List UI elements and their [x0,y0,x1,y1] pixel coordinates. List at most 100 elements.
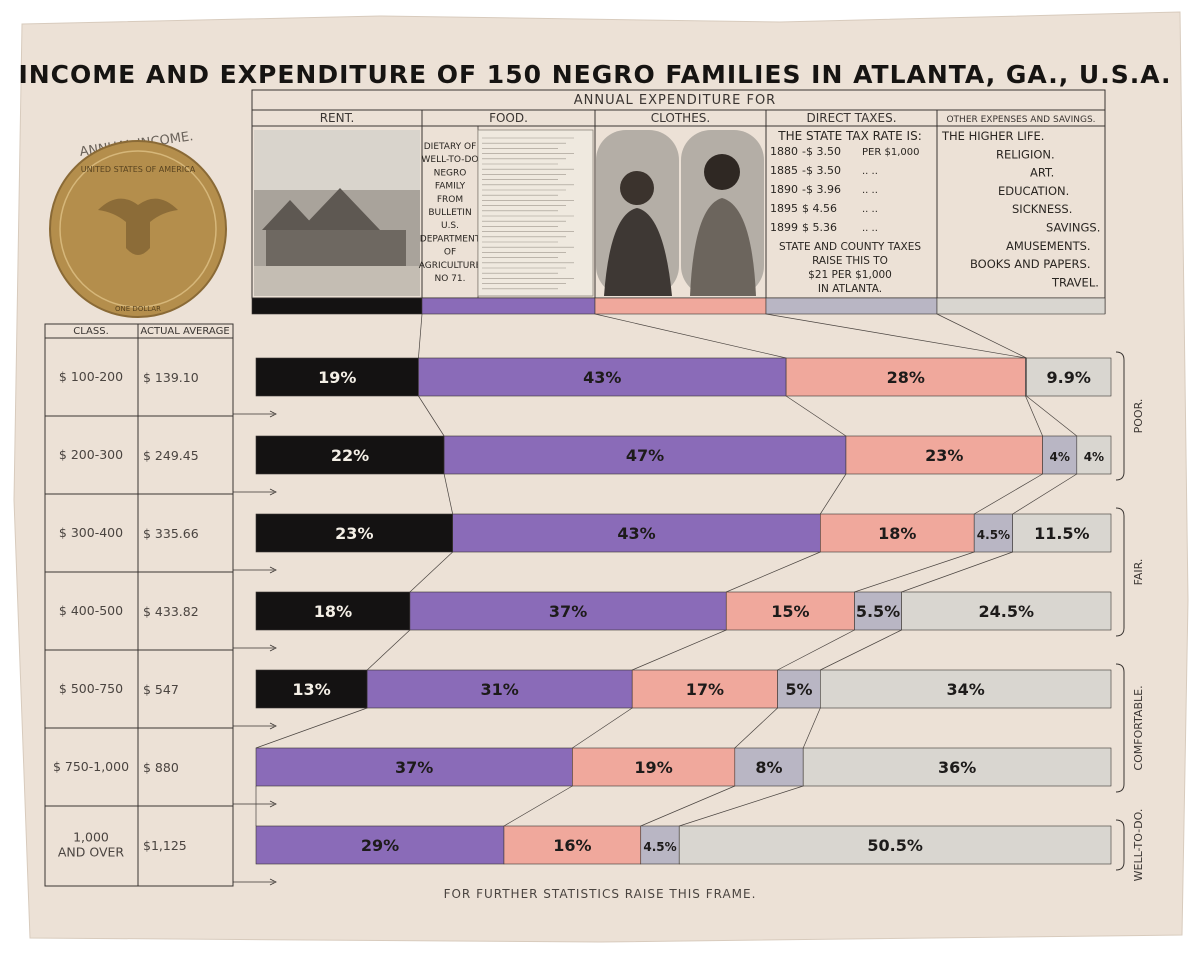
bar-segment [1042,435,1078,475]
connector [854,551,975,593]
bar-segment [631,669,778,709]
connector [726,551,821,593]
group-bracket [1115,819,1125,871]
tax-year: 1895 [770,202,798,215]
bar-segment [452,513,821,553]
bar-value-label: 36% [938,758,976,777]
legend-swatch-2 [594,297,767,315]
bar-value-label: 5% [785,680,812,699]
category-header-4: OTHER EXPENSES AND SAVINGS. [946,115,1095,125]
bar-segment [255,435,445,475]
legend-swatch-0 [251,297,423,315]
class-label: 1,000 [73,830,109,845]
connector [734,707,778,749]
group-bracket [1115,351,1125,481]
connector [974,473,1043,515]
bar-value-label: 5.5% [856,602,900,621]
tax-per: .. .. [862,166,878,177]
legend-swatch-4 [936,297,1106,315]
group-bracket [1115,507,1125,637]
bar-value-label: 8% [755,758,782,777]
connector [901,551,1013,593]
tax-per: .. .. [862,204,878,215]
tax-per: .. .. [862,185,878,196]
average-header: ACTUAL AVERAGE [140,326,229,337]
connector [1012,473,1077,515]
dietary-line: U.S. [441,221,459,231]
bar-segment [255,513,453,553]
bar-value-label: 4.5% [643,840,676,854]
arrow-icon [269,488,277,496]
bar-value-label: 29% [361,836,399,855]
bar-segment [777,669,821,709]
bar-value-label: 4% [1050,450,1070,464]
bar-segment [1076,435,1112,475]
dietary-line: AGRICULTURE [419,261,482,271]
connector [503,785,573,827]
bar-value-label: 37% [549,602,587,621]
average-value: $ 249.45 [143,448,199,463]
arrow-icon [269,800,277,808]
average-value: $ 139.10 [143,370,199,385]
expenditure-header-text: ANNUAL EXPENDITURE FOR [574,93,776,108]
tax-rate: -$ 3.50 [802,164,841,177]
connector [594,313,787,359]
bar-segment [819,669,1112,709]
bar-segment [819,513,975,553]
group-label: COMFORTABLE. [1132,685,1145,770]
tax-rate: -$ 3.96 [802,183,841,196]
bar-value-label: 18% [878,524,916,543]
bar-value-label: 47% [626,446,664,465]
footer-note: FOR FURTHER STATISTICS RAISE THIS FRAME. [444,887,757,901]
bar-value-label: 13% [292,680,330,699]
bar-value-label: 23% [925,446,963,465]
other-expense-item: EDUCATION. [998,184,1069,198]
expenditure-header: ANNUAL EXPENDITURE FOR RENT. FOOD. CLOTHES… [251,89,1106,315]
bar-segment [854,591,902,631]
connector [785,395,847,437]
connector [443,473,453,515]
other-expenses-panel: THE HIGHER LIFE. RELIGION. ART. EDUCATION. S… [941,129,1100,289]
bar-segment [725,591,855,631]
class-label: $ 500-750 [59,681,123,696]
other-expense-item: RELIGION. [996,147,1055,161]
group-label: POOR. [1132,399,1145,434]
bar-value-label: 22% [331,446,369,465]
bar-value-label: 19% [318,368,356,387]
bar-segment [901,591,1112,631]
average-value: $ 547 [143,682,179,697]
tax-note-line: IN ATLANTA. [818,283,882,295]
arrow-icon [269,722,277,730]
connector [572,707,633,749]
dietary-line: FROM [437,195,463,205]
arrow-icon [269,878,277,886]
connector [632,629,727,671]
bar-value-label: 31% [481,680,519,699]
class-label: $ 300-400 [59,525,123,540]
tax-rate: $ 5.36 [802,221,837,234]
connector [820,473,847,515]
group-label: WELL-TO-DO. [1132,809,1145,882]
bar-segment [418,357,787,397]
bar-segment [503,825,642,865]
coin-ring [59,150,217,308]
tax-note-line: RAISE THIS TO [812,255,888,267]
class-label: $ 750-1,000 [53,759,129,774]
bar-segment [255,747,573,787]
eagle-icon [98,198,178,255]
group-brackets: POOR. FAIR. COMFORTABLE. WELL-TO-DO. [1115,351,1145,882]
connector [802,707,821,749]
bar-value-label: 43% [617,524,655,543]
bar-value-label: 15% [771,602,809,621]
connector [1026,395,1078,437]
group-bracket [1115,663,1125,793]
connector-lines [255,313,1078,827]
portrait-photos [596,130,764,296]
legend-swatch-1 [421,297,596,315]
connector [1025,395,1043,437]
class-table: CLASS. ACTUAL AVERAGE $ 100-200 $ 139.10 $… [44,323,277,887]
tax-note-line: STATE AND COUNTY TAXES [779,241,921,253]
legend-swatch-3 [765,297,938,315]
bar-segment [255,357,419,397]
